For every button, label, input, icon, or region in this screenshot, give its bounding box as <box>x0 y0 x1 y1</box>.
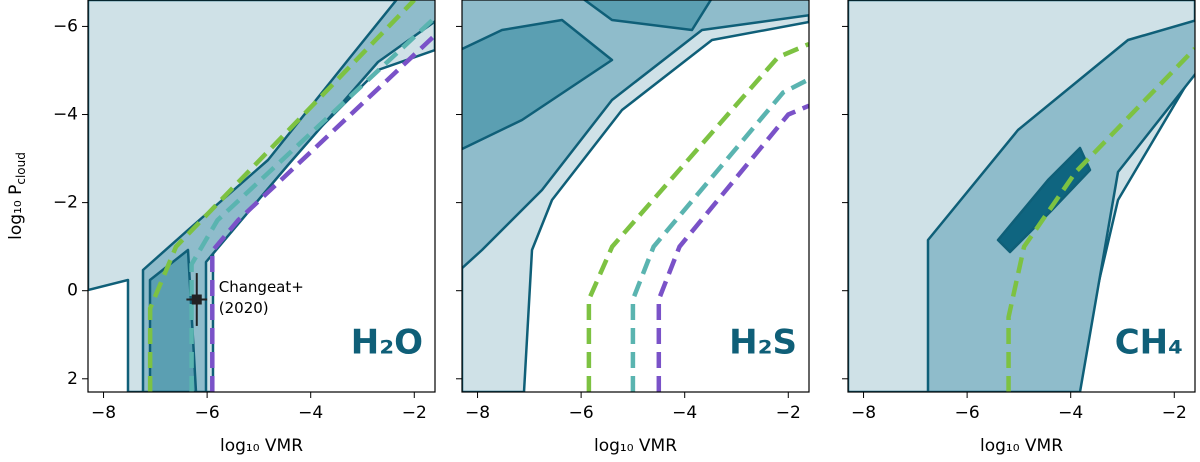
y-label-main: log₁₀ P <box>6 185 26 240</box>
panel-label: H₂S <box>729 323 797 363</box>
x-tick-label: −8 <box>91 403 116 423</box>
y-axis-label: log₁₀ Pcloud <box>6 152 28 240</box>
dashed-line <box>656 103 809 392</box>
axes-frame <box>461 0 810 393</box>
y-tick-label: 0 <box>67 281 78 301</box>
x-tick-label: −8 <box>465 403 490 423</box>
axes-frame <box>87 0 436 393</box>
y-tick-label: −6 <box>53 16 78 36</box>
annotation: Changeat+ <box>219 278 304 296</box>
dashed-line <box>1006 46 1195 392</box>
x-axis-label: log₁₀ VMR <box>980 436 1063 456</box>
annotation: (2020) <box>219 299 269 317</box>
x-tick-label: −4 <box>298 403 323 423</box>
x-tick-label: −2 <box>1162 403 1187 423</box>
x-tick-label: −6 <box>955 403 980 423</box>
contours-h2s <box>462 0 809 392</box>
x-tick-label: −8 <box>851 403 876 423</box>
y-tick-label: −2 <box>53 193 78 213</box>
contours-h2o <box>88 0 435 392</box>
x-tick-label: −4 <box>672 403 697 423</box>
x-axis-label: log₁₀ VMR <box>594 436 677 456</box>
dashed-line <box>189 15 435 392</box>
x-tick-label: −2 <box>776 403 801 423</box>
dashed-line <box>210 33 435 392</box>
panel-label: CH₄ <box>1115 323 1183 363</box>
x-tick-label: −6 <box>569 403 594 423</box>
panel-label: H₂O <box>351 323 423 363</box>
x-tick-label: −4 <box>1058 403 1083 423</box>
y-label-sub: cloud <box>14 152 28 185</box>
y-tick-label: 2 <box>67 369 78 389</box>
dashed-line <box>147 0 416 392</box>
data-point <box>191 294 202 305</box>
y-tick-label: −4 <box>53 105 78 125</box>
dashed-line <box>586 41 809 392</box>
contours-ch4 <box>848 0 1195 392</box>
x-axis-label: log₁₀ VMR <box>220 436 303 456</box>
dashed-line <box>630 77 809 392</box>
axes-frame <box>847 0 1196 393</box>
x-tick-label: −2 <box>402 403 427 423</box>
x-tick-label: −6 <box>195 403 220 423</box>
